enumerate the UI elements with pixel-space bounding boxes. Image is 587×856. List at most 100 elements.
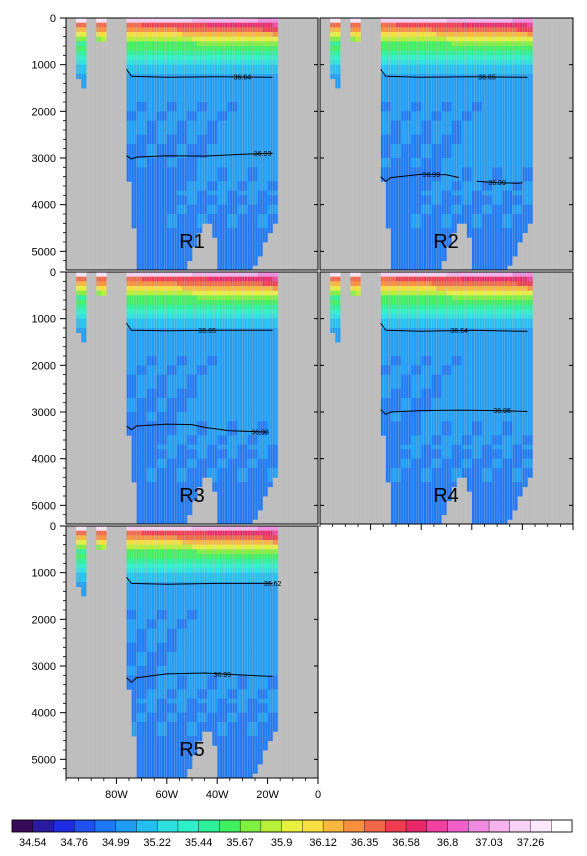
salinity-cell bbox=[441, 162, 447, 168]
salinity-cell bbox=[272, 92, 279, 98]
salinity-cell bbox=[446, 88, 452, 94]
salinity-cell bbox=[517, 46, 523, 52]
salinity-cell bbox=[272, 181, 279, 187]
salinity-cell bbox=[197, 356, 203, 362]
salinity-cell bbox=[146, 162, 153, 168]
salinity-cell bbox=[441, 83, 447, 89]
salinity-cell bbox=[232, 458, 238, 464]
salinity-cell bbox=[400, 144, 407, 150]
salinity-cell bbox=[507, 134, 513, 140]
salinity-cell bbox=[242, 374, 248, 380]
salinity-cell bbox=[486, 167, 493, 173]
salinity-cell bbox=[166, 134, 173, 140]
salinity-cell bbox=[406, 162, 412, 168]
salinity-cell bbox=[176, 55, 183, 61]
salinity-cell bbox=[181, 106, 188, 112]
salinity-cell bbox=[400, 148, 407, 154]
salinity-cell bbox=[471, 144, 478, 150]
salinity-cell bbox=[202, 27, 208, 33]
salinity-cell bbox=[227, 384, 233, 390]
salinity-cell bbox=[481, 186, 488, 192]
salinity-cell bbox=[171, 78, 178, 84]
salinity-cell bbox=[406, 153, 412, 159]
salinity-cell bbox=[247, 510, 253, 516]
salinity-cell bbox=[421, 102, 427, 108]
salinity-cell bbox=[197, 309, 203, 315]
salinity-cell bbox=[497, 265, 503, 270]
salinity-cell bbox=[181, 398, 188, 404]
salinity-cell bbox=[486, 97, 493, 103]
salinity-cell bbox=[257, 120, 263, 126]
salinity-cell bbox=[262, 332, 268, 338]
salinity-cell bbox=[385, 186, 392, 192]
salinity-cell bbox=[222, 153, 228, 159]
salinity-cell bbox=[247, 463, 253, 469]
salinity-cell bbox=[186, 232, 193, 238]
salinity-cell bbox=[171, 318, 178, 324]
salinity-cell bbox=[421, 237, 427, 243]
salinity-cell bbox=[227, 426, 233, 432]
salinity-cell bbox=[131, 332, 137, 338]
salinity-cell bbox=[131, 393, 137, 399]
salinity-cell bbox=[202, 440, 208, 446]
salinity-cell bbox=[197, 337, 203, 343]
salinity-cell bbox=[171, 454, 178, 460]
salinity-cell bbox=[267, 477, 274, 483]
salinity-cell bbox=[136, 78, 142, 84]
salinity-cell bbox=[151, 398, 158, 404]
salinity-cell bbox=[237, 365, 243, 371]
salinity-cell bbox=[161, 416, 168, 422]
salinity-cell bbox=[441, 223, 447, 229]
salinity-cell bbox=[395, 102, 402, 108]
salinity-cell bbox=[257, 102, 263, 108]
salinity-cell bbox=[237, 342, 243, 348]
salinity-cell bbox=[507, 130, 513, 136]
salinity-cell bbox=[237, 496, 243, 502]
salinity-cell bbox=[237, 440, 243, 446]
salinity-cell bbox=[456, 204, 463, 210]
salinity-cell bbox=[461, 22, 468, 28]
salinity-cell bbox=[212, 272, 218, 278]
salinity-cell bbox=[257, 148, 263, 154]
salinity-cell bbox=[456, 22, 463, 28]
salinity-cell bbox=[481, 265, 488, 270]
salinity-cell bbox=[171, 144, 178, 150]
salinity-cell bbox=[466, 78, 473, 84]
salinity-cell bbox=[461, 195, 468, 201]
salinity-cell bbox=[242, 440, 248, 446]
salinity-cell bbox=[426, 88, 432, 94]
salinity-cell bbox=[192, 440, 198, 446]
salinity-cell bbox=[461, 153, 468, 159]
salinity-cell bbox=[481, 232, 488, 238]
salinity-cell bbox=[416, 88, 422, 94]
salinity-cell bbox=[262, 491, 268, 497]
salinity-cell bbox=[486, 223, 493, 229]
salinity-cell bbox=[126, 323, 132, 329]
salinity-cell bbox=[272, 130, 279, 136]
salinity-cell bbox=[181, 402, 188, 408]
salinity-cell bbox=[141, 256, 148, 262]
salinity-cell bbox=[131, 416, 137, 422]
salinity-cell bbox=[237, 500, 243, 506]
salinity-cell bbox=[502, 120, 508, 126]
salinity-cell bbox=[207, 337, 213, 343]
salinity-cell bbox=[242, 482, 248, 488]
salinity-cell bbox=[242, 407, 248, 413]
salinity-cell bbox=[131, 374, 137, 380]
salinity-cell bbox=[395, 195, 402, 201]
salinity-cell bbox=[232, 309, 238, 315]
salinity-cell bbox=[517, 204, 523, 210]
salinity-cell bbox=[466, 223, 473, 229]
salinity-cell bbox=[492, 46, 498, 52]
salinity-cell bbox=[76, 323, 82, 329]
salinity-cell bbox=[197, 384, 203, 390]
salinity-cell bbox=[181, 458, 188, 464]
salinity-cell bbox=[186, 204, 193, 210]
salinity-cell bbox=[222, 402, 228, 408]
salinity-cell bbox=[151, 130, 158, 136]
salinity-cell bbox=[136, 477, 142, 483]
salinity-cell bbox=[492, 228, 498, 234]
salinity-cell bbox=[411, 148, 417, 154]
salinity-cell bbox=[395, 209, 402, 215]
salinity-cell bbox=[151, 286, 158, 292]
